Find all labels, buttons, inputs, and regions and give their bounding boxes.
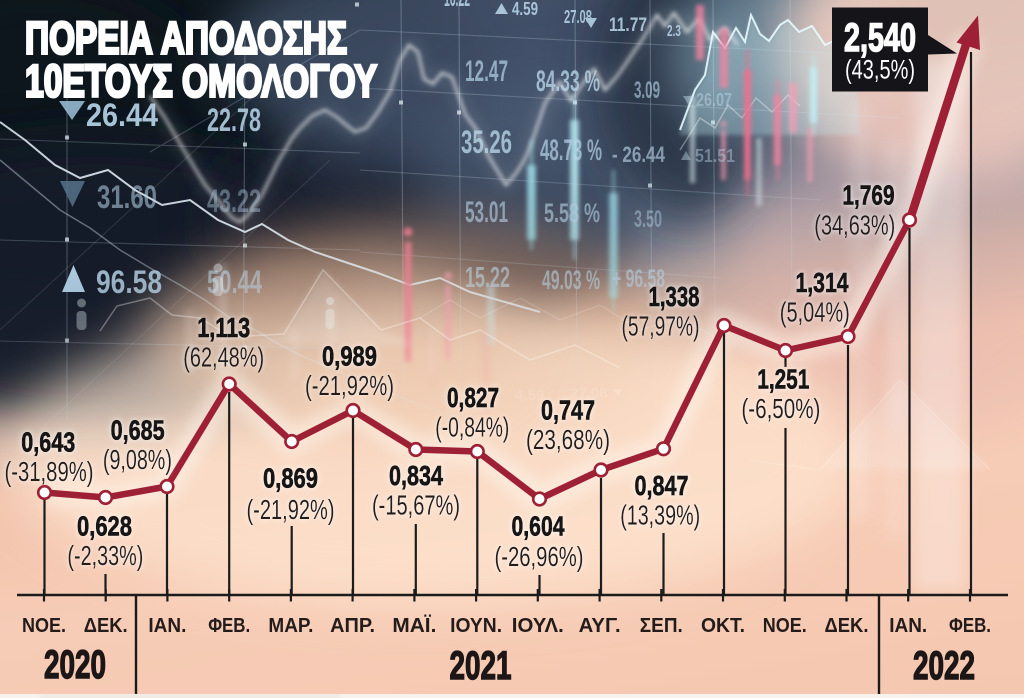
svg-text:15.22: 15.22 (465, 262, 510, 294)
svg-text:(34,63%): (34,63%) (814, 210, 895, 241)
svg-text:(57,97%): (57,97%) (622, 311, 700, 342)
svg-text:0,834: 0,834 (389, 460, 443, 491)
svg-text:(-6,50%): (-6,50%) (741, 393, 820, 424)
svg-text:(62,48%): (62,48%) (183, 342, 264, 373)
svg-text:ΔΕΚ.: ΔΕΚ. (84, 614, 128, 637)
svg-text:1,314: 1,314 (796, 267, 849, 298)
svg-text:(-2,33%): (-2,33%) (67, 540, 143, 571)
svg-text:43.22: 43.22 (207, 183, 261, 219)
svg-text:1,338: 1,338 (649, 281, 700, 312)
svg-text:ΣΕΠ.: ΣΕΠ. (640, 614, 683, 637)
svg-text:3.50: 3.50 (634, 206, 662, 233)
svg-text:(-26,96%): (-26,96%) (495, 541, 584, 572)
svg-text:5.58 %: 5.58 % (544, 198, 600, 228)
svg-text:51.51: 51.51 (695, 146, 735, 166)
svg-text:50.44: 50.44 (207, 264, 262, 300)
svg-text:48.73 %: 48.73 % (540, 134, 602, 167)
svg-text:ΟΚΤ.: ΟΚΤ. (701, 614, 745, 637)
svg-text:12.47: 12.47 (465, 55, 508, 88)
svg-text:0,989: 0,989 (322, 341, 377, 372)
svg-text:ΜΑΪ.: ΜΑΪ. (392, 614, 436, 637)
svg-text:11.77: 11.77 (609, 15, 647, 36)
svg-text:2021: 2021 (450, 644, 512, 688)
svg-text:10ΕΤΟΥΣ ΟΜΟΛΟΓΟΥ: 10ΕΤΟΥΣ ΟΜΟΛΟΓΟΥ (25, 56, 377, 107)
svg-text:(13,39%): (13,39%) (620, 500, 700, 531)
svg-text:ΜΑΡ.: ΜΑΡ. (268, 614, 313, 637)
svg-text:0,869: 0,869 (263, 463, 318, 494)
svg-text:2.3: 2.3 (667, 23, 681, 40)
svg-text:(-15,67%): (-15,67%) (372, 490, 460, 521)
svg-text:ΔΕΚ.: ΔΕΚ. (825, 614, 869, 637)
svg-text:ΙΟΥΛ.: ΙΟΥΛ. (512, 614, 564, 637)
svg-text:ΙΑΝ.: ΙΑΝ. (148, 614, 186, 637)
svg-text:84.33 %: 84.33 % (536, 65, 600, 98)
svg-text:ΦΕΒ.: ΦΕΒ. (949, 614, 991, 637)
svg-text:(-21,92%): (-21,92%) (305, 370, 394, 401)
svg-text:4.59: 4.59 (512, 0, 538, 19)
svg-text:0,827: 0,827 (447, 382, 499, 413)
svg-text:27.08: 27.08 (570, 385, 608, 402)
svg-text:0,643: 0,643 (21, 427, 75, 458)
svg-text:ΙΑΝ.: ΙΑΝ. (889, 614, 927, 637)
svg-text:2022: 2022 (913, 644, 975, 688)
svg-text:(-31,89%): (-31,89%) (5, 456, 94, 487)
svg-text:ΝΟΕ.: ΝΟΕ. (763, 614, 807, 637)
svg-text:1,113: 1,113 (197, 312, 250, 343)
svg-text:(5,04%): (5,04%) (780, 297, 850, 328)
svg-text:ΝΟΕ.: ΝΟΕ. (22, 614, 66, 637)
svg-text:ΠΟΡΕΙΑ ΑΠΟΔΟΣΗΣ: ΠΟΡΕΙΑ ΑΠΟΔΟΣΗΣ (25, 13, 347, 64)
svg-text:49.03 %: 49.03 % (542, 265, 600, 295)
svg-text:0,847: 0,847 (635, 470, 689, 501)
svg-text:27.08: 27.08 (564, 7, 592, 27)
svg-text:35.26: 35.26 (461, 124, 512, 160)
svg-text:2020: 2020 (44, 643, 106, 687)
svg-text:53.01: 53.01 (465, 196, 508, 229)
svg-text:(43,5%): (43,5%) (845, 55, 915, 85)
svg-text:22.78: 22.78 (207, 102, 261, 138)
svg-text:26.07: 26.07 (696, 90, 732, 110)
svg-text:(-0,84%): (-0,84%) (435, 412, 509, 443)
svg-text:+ 96.58: + 96.58 (612, 265, 665, 293)
svg-text:31.60: 31.60 (97, 179, 157, 215)
svg-text:ΑΥΓ.: ΑΥΓ. (579, 614, 621, 637)
svg-text:(-21,92%): (-21,92%) (247, 494, 335, 525)
svg-text:(23,68%): (23,68%) (526, 424, 610, 455)
svg-text:0,747: 0,747 (541, 395, 595, 426)
svg-text:26.44: 26.44 (86, 97, 158, 133)
svg-text:- 26.44: - 26.44 (612, 142, 666, 167)
svg-text:0,685: 0,685 (111, 415, 165, 446)
svg-text:ΑΠΡ.: ΑΠΡ. (330, 614, 375, 637)
svg-text:1,251: 1,251 (757, 364, 809, 395)
svg-text:(9,08%): (9,08%) (103, 444, 172, 475)
svg-text:ΦΕΒ.: ΦΕΒ. (208, 614, 250, 637)
svg-text:4.59: 4.59 (515, 387, 544, 404)
svg-text:0,604: 0,604 (512, 511, 565, 542)
svg-text:96.58: 96.58 (96, 264, 162, 300)
svg-text:ΙΟΥΝ.: ΙΟΥΝ. (450, 614, 502, 637)
svg-text:0,628: 0,628 (77, 511, 132, 542)
svg-text:2,540: 2,540 (844, 16, 916, 60)
svg-text:1,769: 1,769 (843, 180, 895, 211)
svg-text:16.22: 16.22 (444, 0, 470, 12)
svg-text:3.09: 3.09 (634, 77, 660, 104)
